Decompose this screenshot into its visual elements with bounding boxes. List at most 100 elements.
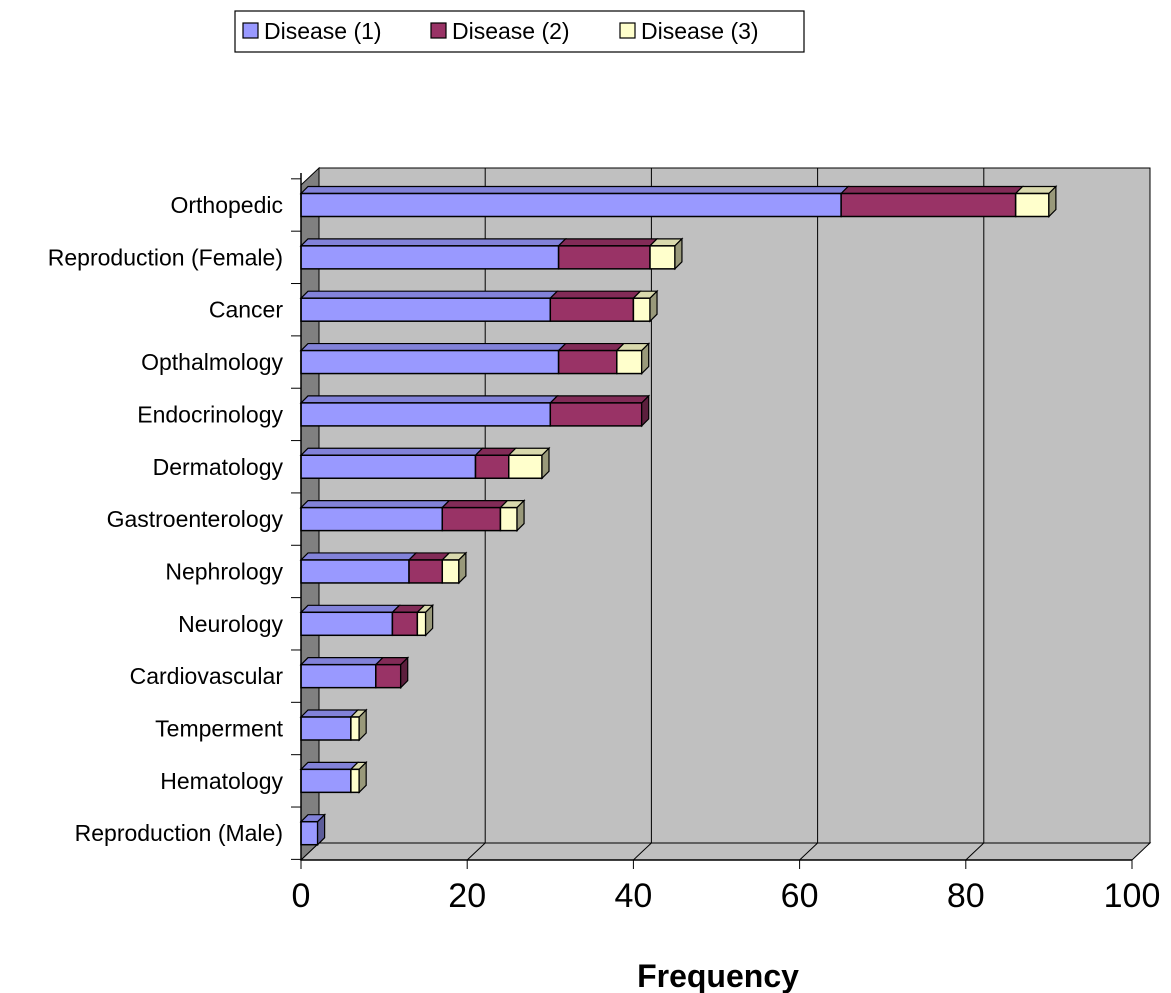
bar-segment-side <box>541 446 550 480</box>
gridline-floor <box>965 842 985 861</box>
bar-segment <box>549 297 635 322</box>
bar-segment-top <box>299 604 401 613</box>
bar-segment <box>408 559 444 584</box>
bar-segment <box>557 349 618 375</box>
bar-segment-top <box>299 447 484 456</box>
bar-segment <box>549 402 643 427</box>
legend-swatch <box>430 22 447 39</box>
category-label: Reproduction (Female) <box>48 244 283 270</box>
bar-segment <box>300 768 352 794</box>
bar-segment-side <box>641 342 650 375</box>
bar-segment <box>300 245 560 270</box>
bar-segment <box>350 768 360 794</box>
bar-segment <box>840 192 1017 218</box>
legend-label: Disease (3) <box>641 18 759 44</box>
bar-segment <box>350 716 360 741</box>
bar-segment-side <box>641 394 650 428</box>
bar-segment-top <box>548 395 651 404</box>
category-label: Nephrology <box>165 558 283 584</box>
bar-segment <box>300 454 477 479</box>
category-label: Dermatology <box>153 454 284 480</box>
bar-segment <box>416 611 427 637</box>
bar-segment-side <box>649 289 658 323</box>
bar-segment-side <box>400 656 409 690</box>
bar-segment <box>300 297 552 322</box>
bar-segment-side <box>516 499 525 533</box>
bar-segment <box>649 245 676 270</box>
bar-segment-top <box>548 290 642 299</box>
x-tick-label: 100 <box>1104 877 1161 915</box>
bar-segment <box>300 820 319 846</box>
bar-segment <box>391 611 419 637</box>
x-tick-label: 20 <box>448 877 486 915</box>
bar-segment <box>474 454 510 479</box>
legend-label: Disease (1) <box>264 18 382 44</box>
gridline-floor <box>633 842 652 861</box>
bar-segment <box>300 402 552 427</box>
gridline-floor <box>466 842 486 861</box>
bar-segment-top <box>299 290 559 299</box>
category-label: Gastroenterology <box>107 506 284 532</box>
x-axis-title: Frequency <box>637 958 799 993</box>
x-tick-label: 80 <box>947 877 985 915</box>
bar-segment-top <box>440 500 509 509</box>
category-label: Opthalmology <box>141 349 283 375</box>
category-label: Orthopedic <box>170 192 283 218</box>
bar-segment-top <box>299 342 568 352</box>
bar-segment <box>632 297 651 322</box>
bar-segment-top <box>557 238 659 247</box>
bar-segment-top <box>299 709 360 718</box>
x-tick-label: 40 <box>614 877 652 915</box>
legend: Disease (1) Disease (2) Disease (3) <box>234 10 805 53</box>
bar-segment <box>441 559 460 584</box>
bar-segment-top <box>557 342 626 352</box>
x-tick-label: 0 <box>292 877 311 915</box>
bar-segment-top <box>839 185 1025 195</box>
bars <box>299 185 1058 847</box>
bar-segment <box>616 349 643 375</box>
category-label: Temperment <box>155 716 283 742</box>
bar-segment-top <box>299 761 360 770</box>
bar-segment-top <box>299 500 451 509</box>
bar-segment-top <box>299 552 418 561</box>
bar-segment-side <box>458 551 467 585</box>
x-tick-label: 60 <box>781 877 819 915</box>
category-label: Cancer <box>209 297 283 323</box>
bar-segment <box>557 245 651 270</box>
category-label: Neurology <box>178 611 283 637</box>
bar-segment-side <box>1048 185 1057 218</box>
gridline-floor <box>799 842 818 861</box>
category-label: Cardiovascular <box>130 663 284 689</box>
category-axis: Orthopedic Reproduction (Female) Cancer Opt… <box>48 178 301 860</box>
bar-segment <box>508 454 543 479</box>
bar-segment-side <box>358 760 367 794</box>
bar-segment <box>499 506 518 532</box>
value-axis: 0 20 40 60 80 100 <box>292 173 1161 915</box>
bar-segment <box>300 716 352 741</box>
legend-swatch <box>242 22 259 39</box>
bar-segment <box>300 506 444 532</box>
bar-segment <box>441 506 502 532</box>
bar-segment <box>300 611 394 637</box>
category-label: Reproduction (Male) <box>75 820 283 846</box>
category-label: Endocrinology <box>137 401 283 427</box>
bar-segment-side <box>317 813 326 847</box>
floor <box>299 842 1152 861</box>
bar-segment-top <box>299 238 568 247</box>
bar-segment-side <box>358 708 367 742</box>
bar-segment <box>375 663 402 689</box>
category-label: Hematology <box>160 768 283 794</box>
legend-label: Disease (2) <box>452 18 570 44</box>
bar-segment <box>1014 192 1050 218</box>
legend-swatch <box>619 22 636 39</box>
bar-segment <box>300 663 377 689</box>
bar-segment-top <box>299 657 385 666</box>
bar-segment-side <box>674 237 683 271</box>
bar-segment-side <box>425 603 434 637</box>
bar-segment-top <box>299 395 559 404</box>
bar-segment-top <box>299 185 850 195</box>
legend-box <box>234 10 805 53</box>
bar-segment <box>300 192 842 218</box>
bar-segment <box>300 559 410 584</box>
